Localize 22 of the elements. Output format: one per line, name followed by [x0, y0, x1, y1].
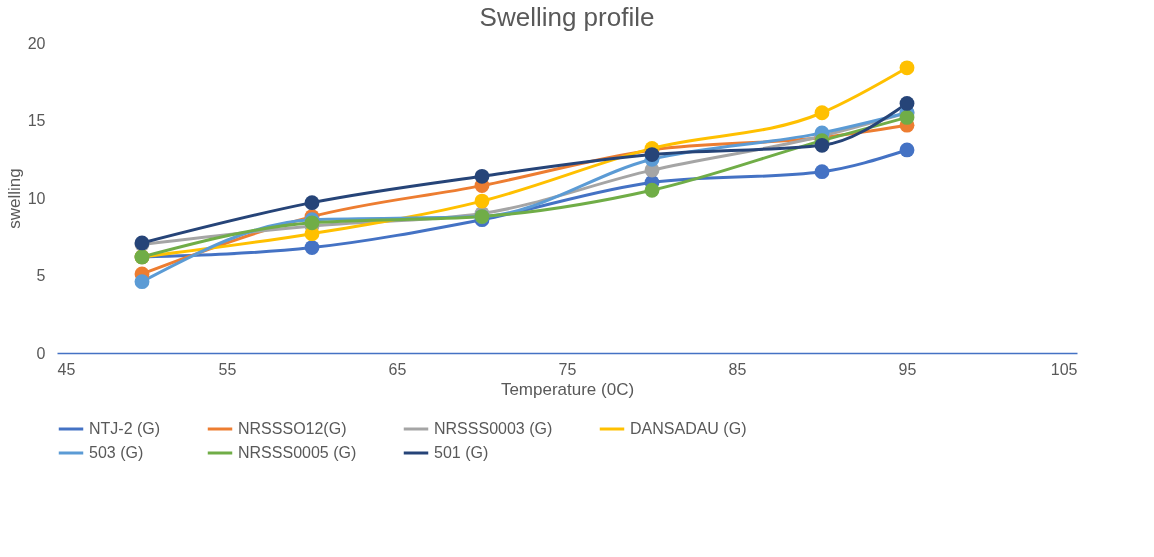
chart-title: Swelling profile	[479, 2, 655, 32]
x-tick-label: 105	[1050, 360, 1078, 378]
x-tick-label: 75	[558, 360, 577, 378]
legend-label: NRSSSO12(G)	[238, 420, 347, 437]
y-tick-label: 0	[36, 344, 46, 362]
y-tick-label: 5	[36, 267, 46, 284]
x-tick-label: 95	[898, 360, 917, 378]
y-tick-label: 15	[27, 112, 46, 129]
legend-label: NRSSS0005 (G)	[238, 444, 357, 461]
legend-label: 503 (G)	[89, 444, 144, 461]
x-tick-label: 55	[218, 360, 237, 378]
legend-label: DANSADAU (G)	[630, 420, 747, 437]
legend-label: 501 (G)	[434, 444, 489, 461]
x-tick-label: 65	[388, 360, 407, 378]
y-tick-label: 20	[27, 34, 46, 52]
y-tick-label: 10	[27, 189, 46, 207]
x-tick-label: 85	[728, 360, 747, 378]
y-axis-title: swelling	[4, 168, 24, 229]
x-tick-label: 45	[57, 360, 76, 378]
legend-label: NTJ-2 (G)	[89, 420, 161, 437]
x-axis-title: Temperature (0C)	[500, 379, 635, 399]
legend-label: NRSSS0003 (G)	[434, 420, 553, 437]
